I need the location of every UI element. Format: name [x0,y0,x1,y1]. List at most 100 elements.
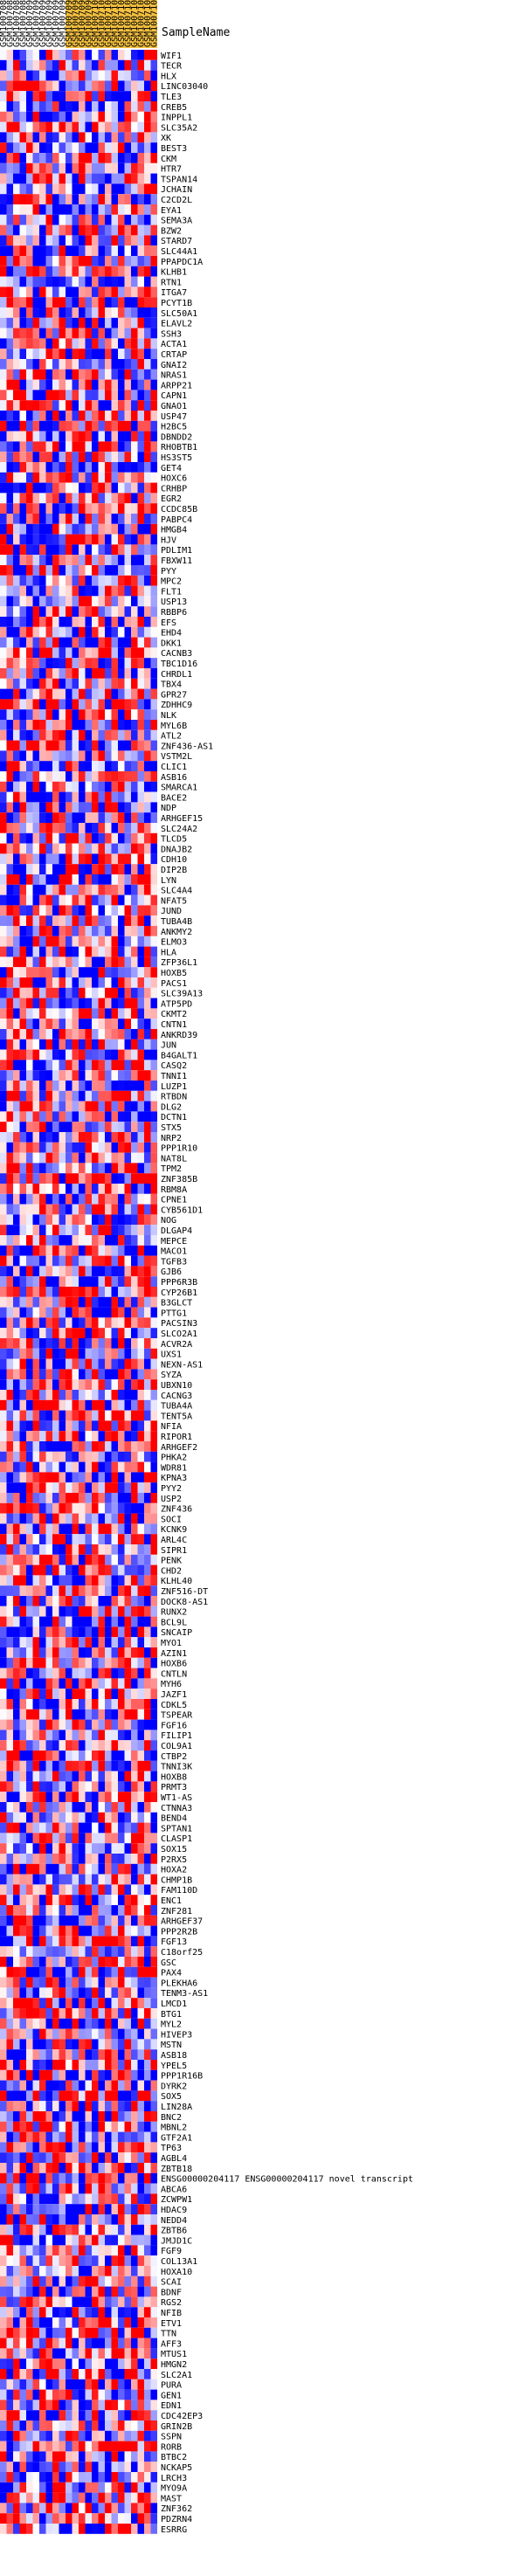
heatmap-cell [19,946,26,957]
heatmap-cell [105,1379,112,1390]
heatmap-cell [72,2080,79,2091]
heatmap-cell [131,699,138,710]
heatmap-cell [32,256,39,266]
heatmap-cell [52,2060,59,2070]
heatmap-cell [85,1287,92,1297]
heatmap-cell [124,678,131,689]
heatmap-cell [45,1338,52,1349]
heatmap-cell [45,596,52,607]
heatmap-cell [105,142,112,153]
heatmap-cell [72,411,79,421]
heatmap-cell [19,534,26,545]
heatmap-cell [118,245,125,256]
heatmap-cell [150,2131,157,2143]
heatmap-cell [45,1029,52,1039]
heatmap-cell [6,101,13,112]
heatmap-cell [6,761,13,771]
heatmap-cell [39,1235,46,1246]
heatmap-cell [52,400,59,411]
heatmap-cell [45,585,52,597]
heatmap-cell [111,493,118,504]
heatmap-cell [32,328,39,339]
heatmap-cell [26,1863,33,1875]
heatmap-cell [13,121,20,133]
heatmap-cell [19,2008,26,2019]
heatmap-cell [19,462,26,473]
heatmap-cell [98,1709,105,1720]
heatmap-cell [137,1863,144,1875]
heatmap-cell [137,709,144,720]
heatmap-cell [105,699,112,710]
heatmap-cell [79,936,86,947]
heatmap-cell [105,1502,112,1514]
heatmap-cell [98,328,105,339]
heatmap-cell [39,1719,46,1730]
heatmap-cell [92,1637,99,1647]
heatmap-cell [66,2018,73,2029]
heatmap-cell [98,1781,105,1792]
heatmap-cell [98,1461,105,1473]
heatmap-cell [111,1740,118,1751]
heatmap-cell [79,1936,86,1947]
heatmap-cell [6,647,13,659]
heatmap-cell [39,647,46,659]
heatmap-cell [59,585,66,597]
heatmap-cell [105,1369,112,1380]
heatmap-cell [6,1730,13,1741]
heatmap-cell [13,1276,20,1287]
heatmap-cell [6,1863,13,1875]
heatmap-cell [98,967,105,977]
heatmap-cell [124,256,131,266]
heatmap-cell [39,936,46,947]
heatmap-cell [6,534,13,545]
heatmap-cell [137,678,144,689]
heatmap-cell [111,1122,118,1132]
heatmap-cell [137,514,144,524]
heatmap-cell [137,2008,144,2019]
heatmap-cell [0,472,7,483]
heatmap-cell [85,153,92,163]
heatmap-cell [150,1276,157,1287]
heatmap-cell [79,1822,86,1834]
heatmap-cell [32,802,39,813]
heatmap-cell [124,1122,131,1132]
heatmap-cell [13,1132,20,1143]
heatmap-cell [137,2049,144,2060]
heatmap-cell [13,1193,20,1205]
heatmap-cell [66,823,73,833]
heatmap-cell [150,2142,157,2153]
heatmap-cell [150,266,157,277]
heatmap-cell [137,101,144,112]
heatmap-cell [144,720,151,730]
heatmap-cell [111,957,118,968]
heatmap-cell [59,1173,66,1184]
heatmap-cell [79,431,86,442]
heatmap-cell [52,390,59,401]
heatmap-cell [26,1936,33,1947]
heatmap-cell [150,781,157,792]
heatmap-cell [45,1987,52,1999]
heatmap-cell [52,812,59,823]
heatmap-cell [39,2018,46,2029]
heatmap-cell [39,658,46,668]
heatmap-cell [105,1390,112,1400]
heatmap-cell [124,1060,131,1071]
heatmap-cell [92,1760,99,1771]
heatmap-cell [85,987,92,998]
heatmap-cell [59,1348,66,1359]
heatmap-cell [39,1193,46,1205]
heatmap-cell [19,266,26,277]
heatmap-cell [105,369,112,380]
heatmap-cell [124,390,131,401]
heatmap-cell [66,1719,73,1730]
heatmap-cell [118,1184,125,1194]
heatmap-cell [59,256,66,266]
heatmap-cell [111,575,118,586]
heatmap-cell [137,555,144,565]
heatmap-cell [131,1822,138,1834]
heatmap-cell [52,1379,59,1390]
heatmap-cell [32,1678,39,1689]
heatmap-cell [19,287,26,298]
heatmap-cell [118,781,125,792]
heatmap-cell [19,720,26,730]
